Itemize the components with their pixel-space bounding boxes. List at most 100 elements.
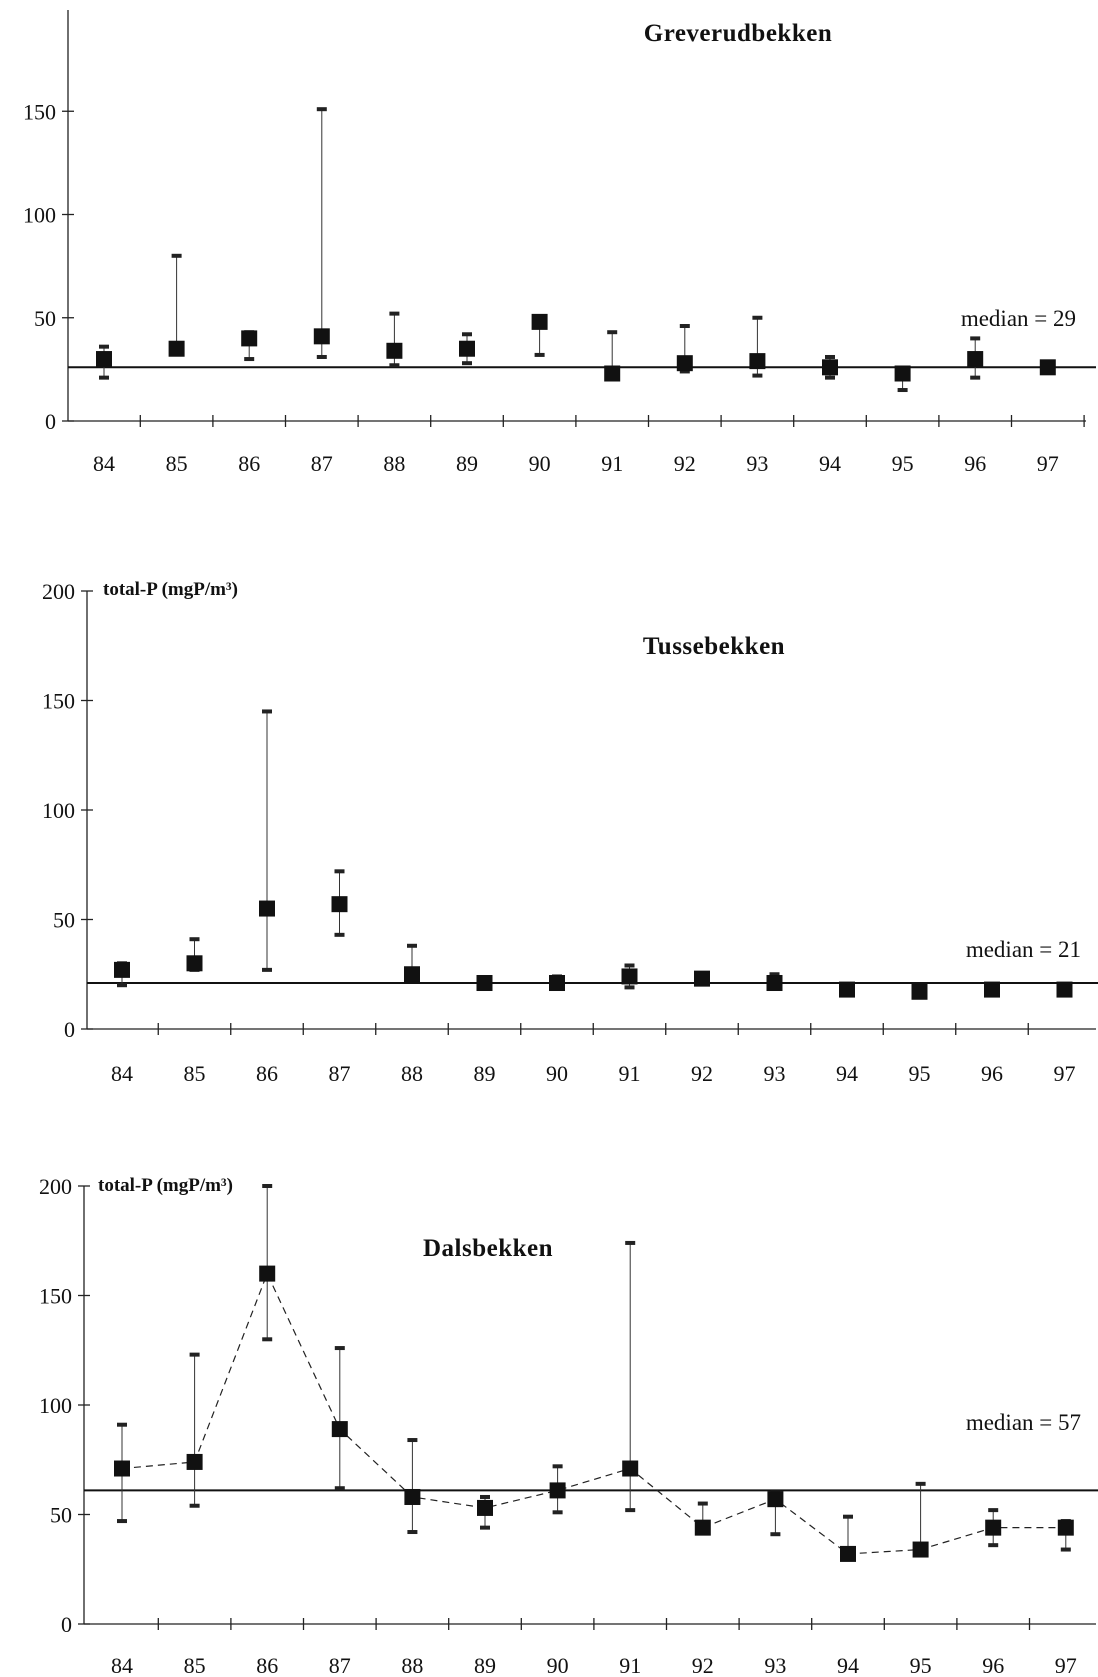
- x-tick-label: 91: [619, 1061, 641, 1086]
- data-point: [604, 365, 621, 382]
- x-tick-label: 96: [981, 1061, 1003, 1086]
- y-tick-label: 100: [42, 798, 75, 823]
- min-cap: [624, 985, 635, 990]
- y-axis-label: total-P (mgP/m³): [98, 1175, 233, 1196]
- max-cap: [189, 1352, 200, 1357]
- data-point: [839, 981, 855, 998]
- max-cap: [988, 1508, 999, 1513]
- data-point: [186, 955, 203, 972]
- x-tick-label: 89: [456, 451, 478, 476]
- min-cap: [825, 375, 835, 380]
- y-tick-label: 0: [61, 1612, 72, 1637]
- x-tick-label: 92: [692, 1653, 714, 1677]
- chart-title: Tussebekken: [643, 633, 785, 660]
- chart-panel-tussebekken: 0 50 100 150 200 84 85 86 87 88 89 90 91 92 93 94 95 96 97…: [42, 579, 1098, 1086]
- data-point: [911, 983, 928, 1000]
- median-label: median = 29: [961, 306, 1076, 331]
- data-point: [1057, 1519, 1074, 1536]
- data-point: [168, 340, 185, 357]
- min-cap: [534, 352, 545, 357]
- data-point: [549, 975, 565, 992]
- chart-panel-dalsbekken: 0 50 100 150 200 84 85 86 87 88 89 90 91 92 93 94 95 96 97…: [39, 1174, 1098, 1677]
- max-cap: [189, 937, 200, 942]
- max-cap: [970, 336, 981, 341]
- y-tick-label: 200: [42, 579, 75, 604]
- x-tick-label: 93: [764, 1653, 786, 1677]
- data-point: [313, 328, 330, 345]
- y-tick-label: 100: [23, 203, 56, 228]
- data-point: [984, 981, 1000, 998]
- x-tick-label: 97: [1054, 1061, 1076, 1086]
- data-point: [622, 1460, 639, 1477]
- x-tick-label: 95: [909, 1061, 931, 1086]
- max-cap: [607, 330, 618, 335]
- max-cap: [407, 1438, 418, 1443]
- max-cap: [262, 709, 272, 714]
- data-point: [749, 353, 766, 370]
- y-tick-label: 150: [42, 689, 75, 714]
- x-tick-label: 93: [746, 451, 768, 476]
- y-tick-label: 0: [45, 409, 56, 434]
- max-cap: [769, 972, 780, 977]
- y-tick-label: 0: [64, 1017, 75, 1042]
- min-cap: [679, 369, 690, 374]
- chart-panel-greverudbekken: 0 50 100 150 84 85 86 87 88 89 90 91 92 93 94 95 96 97 Gre…: [23, 10, 1096, 476]
- max-cap: [334, 869, 345, 874]
- x-tick-label: 97: [1055, 1653, 1077, 1677]
- max-cap: [171, 253, 182, 258]
- y-tick-label: 200: [39, 1174, 72, 1199]
- x-tick-label: 88: [401, 1061, 423, 1086]
- max-cap: [752, 315, 763, 320]
- x-tick-label: 94: [836, 1061, 858, 1086]
- max-cap: [462, 332, 472, 337]
- data-point: [767, 1491, 784, 1508]
- min-cap: [117, 983, 127, 988]
- data-point: [1056, 981, 1073, 998]
- min-cap: [244, 357, 255, 362]
- data-point: [114, 961, 130, 978]
- x-tick-label: 90: [546, 1061, 568, 1086]
- data-point: [476, 975, 493, 992]
- max-cap: [480, 1494, 490, 1499]
- data-point: [114, 1460, 130, 1477]
- data-point: [259, 900, 275, 917]
- x-tick-label: 84: [111, 1061, 133, 1086]
- data-point: [241, 330, 258, 347]
- chart-title: Dalsbekken: [423, 1235, 553, 1262]
- min-cap: [262, 967, 272, 972]
- x-tick-label: 96: [964, 451, 986, 476]
- max-cap: [825, 354, 835, 359]
- x-tick-label: 85: [166, 451, 188, 476]
- min-cap: [1060, 1547, 1071, 1552]
- data-point: [621, 968, 638, 985]
- data-point: [766, 975, 783, 992]
- max-cap: [407, 943, 417, 948]
- min-cap: [770, 1532, 781, 1537]
- x-tick-label: 95: [910, 1653, 932, 1677]
- x-tick-label: 94: [819, 451, 841, 476]
- median-label: median = 57: [966, 1410, 1081, 1435]
- max-cap: [334, 1346, 345, 1351]
- y-tick-label: 150: [23, 99, 56, 124]
- min-cap: [407, 1530, 418, 1535]
- data-point: [386, 342, 403, 359]
- min-cap: [117, 1519, 127, 1524]
- data-point: [894, 365, 911, 382]
- data-point: [96, 351, 112, 368]
- data-point: [694, 970, 710, 987]
- data-point: [840, 1545, 856, 1562]
- x-tick-label: 87: [329, 1061, 351, 1086]
- max-cap: [697, 1501, 708, 1506]
- min-cap: [462, 361, 472, 366]
- max-cap: [624, 963, 635, 968]
- min-cap: [189, 1503, 200, 1508]
- y-tick-label: 50: [53, 908, 75, 933]
- data-point: [477, 1499, 493, 1516]
- x-tick-label: 87: [311, 451, 333, 476]
- min-cap: [752, 373, 763, 378]
- min-cap: [334, 1486, 345, 1491]
- x-tick-label: 95: [892, 451, 914, 476]
- data-point: [259, 1265, 276, 1282]
- median-label: median = 21: [966, 937, 1081, 962]
